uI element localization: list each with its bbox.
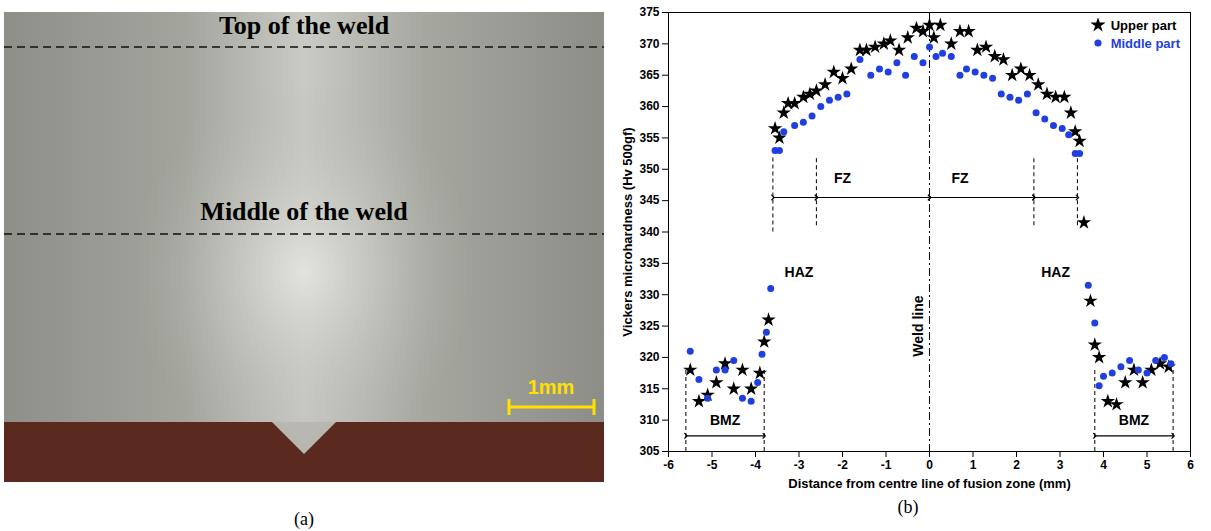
svg-text:-5: -5 — [707, 458, 718, 472]
svg-text:-4: -4 — [750, 458, 761, 472]
svg-text:-3: -3 — [794, 458, 805, 472]
html-text:(a): (a) — [294, 509, 314, 529]
svg-text:6: 6 — [1187, 458, 1194, 472]
svg-text:-2: -2 — [837, 458, 848, 472]
svg-text:1: 1 — [970, 458, 977, 472]
svg-text:5: 5 — [1144, 458, 1151, 472]
svg-text:335: 335 — [639, 256, 659, 270]
svg-text:350: 350 — [639, 162, 659, 176]
svg-text:340: 340 — [639, 225, 659, 239]
svg-text:325: 325 — [639, 319, 659, 333]
svg-text:1mm: 1mm — [528, 376, 575, 398]
svg-text:4: 4 — [1100, 458, 1107, 472]
svg-text:305: 305 — [639, 444, 659, 458]
svg-text:0: 0 — [926, 458, 933, 472]
svg-text:Weld line: Weld line — [910, 295, 926, 356]
svg-text:HAZ: HAZ — [785, 264, 814, 280]
svg-text:310: 310 — [639, 413, 659, 427]
svg-text:BMZ: BMZ — [710, 412, 741, 428]
svg-text:365: 365 — [639, 68, 659, 82]
svg-text:-6: -6 — [663, 458, 674, 472]
svg-text:BMZ: BMZ — [1119, 412, 1150, 428]
svg-text:Distance from centre line of f: Distance from centre line of fusion zone… — [788, 476, 1070, 491]
svg-text:345: 345 — [639, 193, 659, 207]
svg-text:330: 330 — [639, 288, 659, 302]
svg-text:HAZ: HAZ — [1041, 264, 1070, 280]
svg-text:Middle of the weld: Middle of the weld — [200, 197, 408, 226]
svg-text:2: 2 — [1013, 458, 1020, 472]
html-text:(b): (b) — [897, 497, 919, 517]
svg-text:FZ: FZ — [951, 170, 969, 186]
svg-text:320: 320 — [639, 350, 659, 364]
svg-text:315: 315 — [639, 382, 659, 396]
svg-text:3: 3 — [1057, 458, 1064, 472]
svg-text:360: 360 — [639, 99, 659, 113]
svg-text:Top of the weld: Top of the weld — [219, 12, 390, 40]
svg-text:370: 370 — [639, 37, 659, 51]
svg-text:FZ: FZ — [834, 170, 852, 186]
html-text:Upper part: Upper part — [1110, 17, 1177, 33]
svg-text:355: 355 — [639, 131, 659, 145]
svg-text:-1: -1 — [881, 458, 892, 472]
svg-text:Vickers microhardness (Hv 500g: Vickers microhardness (Hv 500gf) — [620, 127, 635, 336]
html-text:Middle part: Middle part — [1110, 35, 1180, 51]
svg-text:375: 375 — [639, 5, 659, 19]
